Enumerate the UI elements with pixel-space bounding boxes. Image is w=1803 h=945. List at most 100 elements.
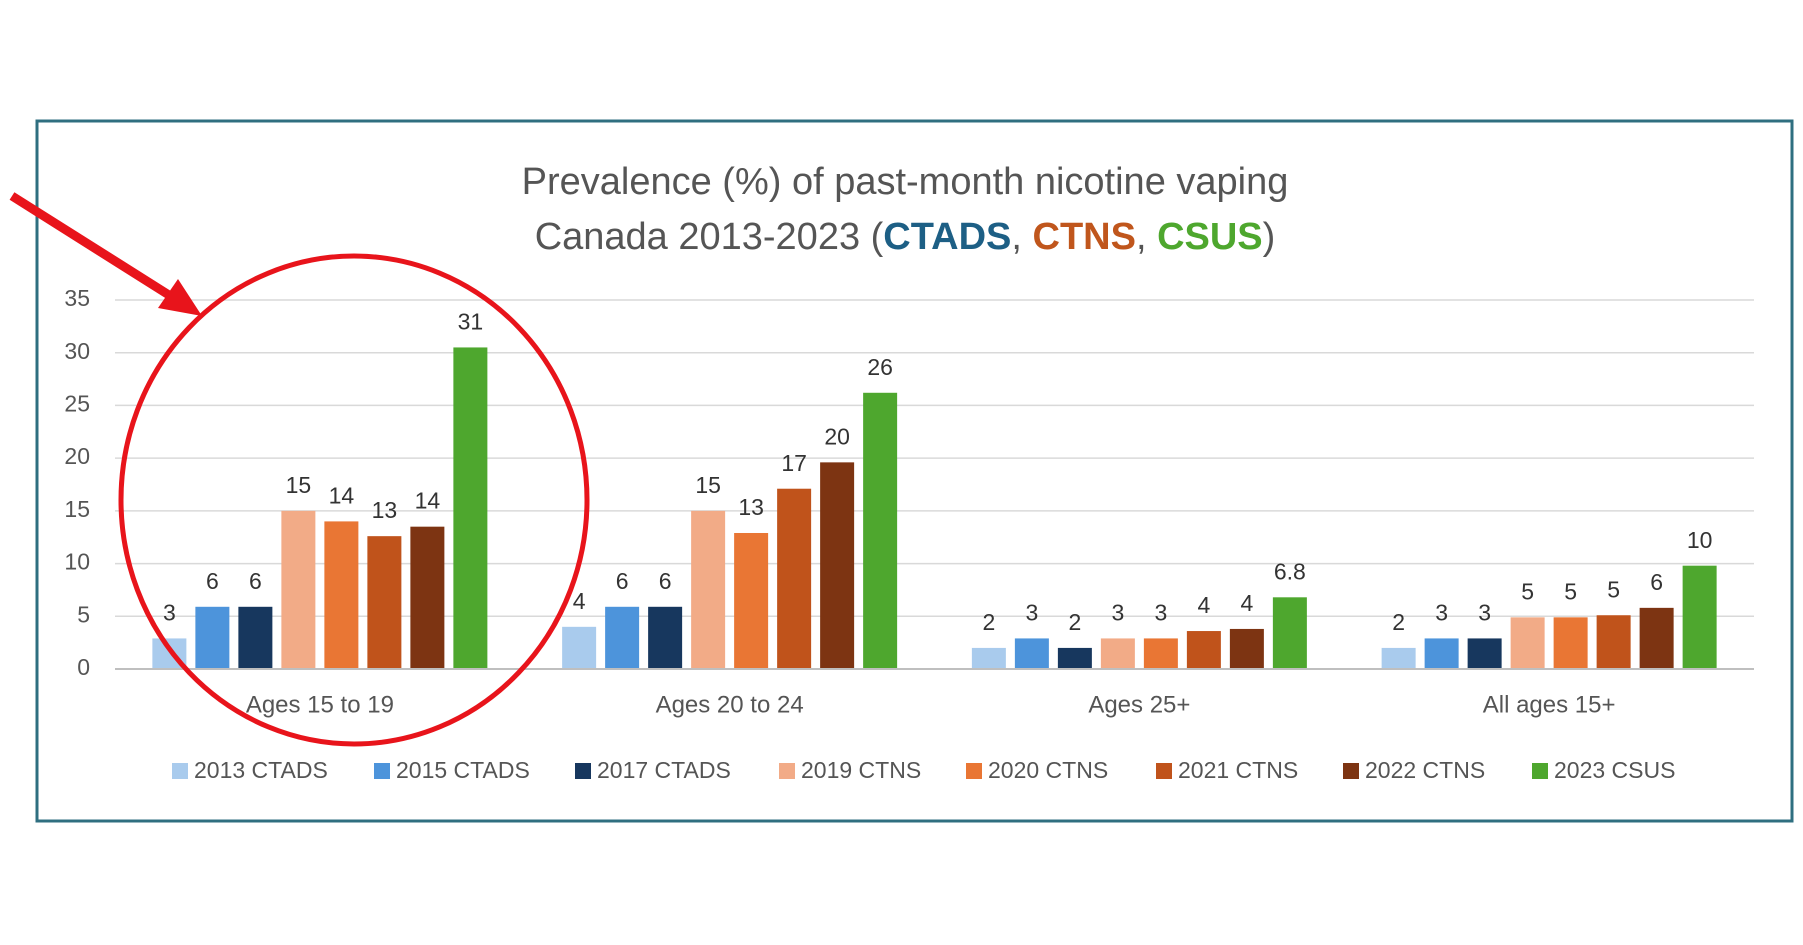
y-tick-label: 20 <box>64 443 90 469</box>
bar <box>195 606 230 669</box>
legend-label: 2021 CTNS <box>1178 757 1298 783</box>
data-label: 14 <box>329 482 355 508</box>
data-label: 15 <box>695 472 721 498</box>
data-label: 6.8 <box>1274 558 1306 584</box>
arrow-head <box>158 279 202 316</box>
subtitle-part: ) <box>1263 216 1276 258</box>
legend-swatch <box>575 763 591 779</box>
bar <box>691 510 726 669</box>
data-label: 3 <box>1154 600 1167 626</box>
legend-swatch <box>1343 763 1359 779</box>
legend-label: 2015 CTADS <box>396 757 530 783</box>
legend-swatch <box>1156 763 1172 779</box>
data-label: 6 <box>206 568 219 594</box>
y-tick-label: 35 <box>64 285 90 311</box>
subtitle-part: CSUS <box>1157 216 1263 258</box>
bar <box>1014 638 1049 669</box>
y-tick-label: 30 <box>64 338 90 364</box>
y-tick-label: 25 <box>64 391 90 417</box>
data-label: 3 <box>1111 600 1124 626</box>
chart-title: Prevalence (%) of past-month nicotine va… <box>522 161 1289 203</box>
subtitle-part: Canada 2013-2023 ( <box>535 216 884 258</box>
bar <box>1381 647 1416 669</box>
bar <box>1143 638 1178 669</box>
data-label: 6 <box>249 568 262 594</box>
legend-swatch <box>966 763 982 779</box>
data-label: 5 <box>1564 578 1577 604</box>
legend-label: 2023 CSUS <box>1554 757 1675 783</box>
bar <box>648 606 683 669</box>
data-label: 3 <box>163 600 176 626</box>
data-label: 14 <box>415 488 441 514</box>
bar <box>1510 617 1545 669</box>
data-label: 6 <box>616 568 629 594</box>
data-label: 26 <box>867 354 893 380</box>
bar <box>1639 607 1674 669</box>
data-label: 31 <box>458 309 484 335</box>
x-tick-label: Ages 20 to 24 <box>656 691 804 718</box>
data-label: 5 <box>1521 578 1534 604</box>
bar <box>863 392 898 669</box>
bar <box>562 626 597 669</box>
bar <box>1424 638 1459 669</box>
legend-label: 2013 CTADS <box>194 757 328 783</box>
bar <box>1057 647 1092 669</box>
x-tick-label: Ages 25+ <box>1088 691 1190 718</box>
y-tick-label: 10 <box>64 549 90 575</box>
legend-label: 2020 CTNS <box>988 757 1108 783</box>
bar <box>1272 597 1307 669</box>
bar <box>1553 617 1588 669</box>
bar <box>367 536 402 669</box>
legend-label: 2017 CTADS <box>597 757 731 783</box>
subtitle-part: CTADS <box>883 216 1011 258</box>
bar <box>1467 638 1502 669</box>
data-label: 3 <box>1435 600 1448 626</box>
bar <box>453 347 488 669</box>
data-label: 4 <box>573 588 586 614</box>
data-label: 2 <box>982 609 995 635</box>
data-label: 6 <box>659 568 672 594</box>
data-label: 13 <box>738 494 764 520</box>
y-tick-label: 0 <box>77 654 90 680</box>
legend-swatch <box>779 763 795 779</box>
data-label: 6 <box>1650 569 1663 595</box>
data-label: 5 <box>1607 576 1620 602</box>
bar <box>820 462 855 669</box>
chart-frame <box>35 119 1794 823</box>
x-tick-label: Ages 15 to 19 <box>246 691 394 718</box>
legend-label: 2019 CTNS <box>801 757 921 783</box>
bar <box>281 510 316 669</box>
data-label: 2 <box>1068 609 1081 635</box>
data-label: 4 <box>1240 590 1253 616</box>
data-label: 20 <box>824 423 850 449</box>
chart-subtitle: Canada 2013-2023 (CTADS, CTNS, CSUS) <box>535 216 1276 258</box>
arrow-shaft <box>9 192 183 306</box>
data-label: 3 <box>1478 600 1491 626</box>
subtitle-part: , <box>1011 216 1032 258</box>
data-label: 2 <box>1392 609 1405 635</box>
y-tick-label: 5 <box>77 601 90 627</box>
subtitle-part: CTNS <box>1033 216 1136 258</box>
data-label: 15 <box>286 472 312 498</box>
bar <box>324 521 359 669</box>
data-label: 17 <box>781 450 807 476</box>
data-label: 10 <box>1687 527 1713 553</box>
legend-label: 2022 CTNS <box>1365 757 1485 783</box>
bar <box>1682 565 1717 669</box>
data-label: 3 <box>1025 600 1038 626</box>
bar <box>1100 638 1135 669</box>
bar <box>734 532 769 669</box>
bar <box>410 526 445 669</box>
legend-swatch <box>172 763 188 779</box>
bar <box>971 647 1006 669</box>
x-tick-label: All ages 15+ <box>1483 691 1616 718</box>
bar <box>1229 628 1264 669</box>
bar <box>1596 615 1631 669</box>
bar <box>1186 631 1221 669</box>
data-label: 4 <box>1197 592 1210 618</box>
highlight-circle <box>118 253 590 747</box>
bar <box>777 488 812 669</box>
bar <box>238 606 273 669</box>
